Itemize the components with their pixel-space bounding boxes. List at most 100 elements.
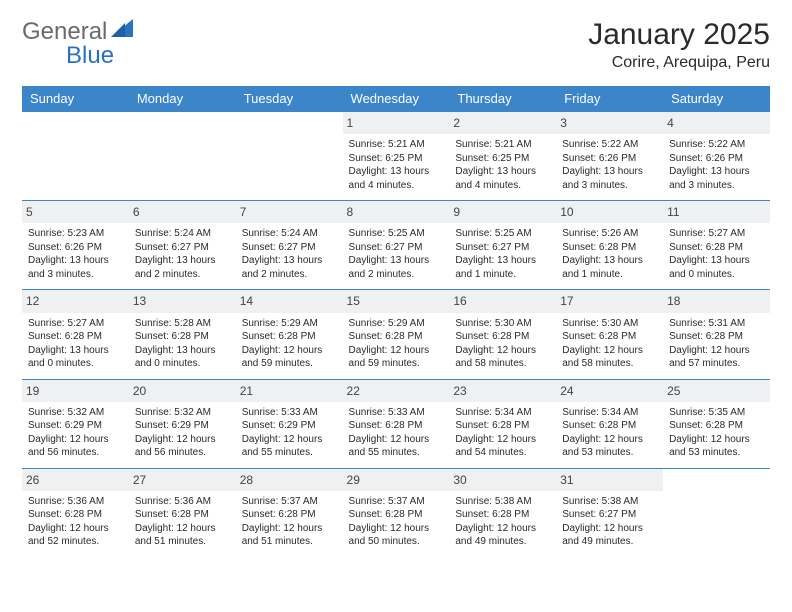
day-number: 4 bbox=[663, 112, 770, 134]
cell-text: Sunset: 6:28 PM bbox=[669, 241, 764, 255]
cell-text: and 51 minutes. bbox=[135, 535, 230, 549]
cell-text: Daylight: 13 hours bbox=[349, 254, 444, 268]
cell-text: Daylight: 13 hours bbox=[562, 254, 657, 268]
cell-text: Sunrise: 5:25 AM bbox=[349, 227, 444, 241]
calendar-cell: 19Sunrise: 5:32 AMSunset: 6:29 PMDayligh… bbox=[22, 379, 129, 468]
calendar-cell: 11Sunrise: 5:27 AMSunset: 6:28 PMDayligh… bbox=[663, 201, 770, 290]
cell-text: Sunrise: 5:35 AM bbox=[669, 406, 764, 420]
cell-text: Sunset: 6:26 PM bbox=[669, 152, 764, 166]
cell-text: Daylight: 13 hours bbox=[28, 254, 123, 268]
cell-text: Daylight: 13 hours bbox=[669, 254, 764, 268]
cell-text: Daylight: 13 hours bbox=[455, 165, 550, 179]
calendar-row: 12Sunrise: 5:27 AMSunset: 6:28 PMDayligh… bbox=[22, 290, 770, 379]
calendar-cell: 17Sunrise: 5:30 AMSunset: 6:28 PMDayligh… bbox=[556, 290, 663, 379]
day-header: Wednesday bbox=[343, 86, 450, 112]
cell-text: and 4 minutes. bbox=[349, 179, 444, 193]
day-number: 9 bbox=[449, 201, 556, 223]
cell-text: Sunset: 6:28 PM bbox=[242, 330, 337, 344]
cell-text: Sunrise: 5:29 AM bbox=[349, 317, 444, 331]
day-header: Saturday bbox=[663, 86, 770, 112]
cell-text: Daylight: 13 hours bbox=[242, 254, 337, 268]
cell-text: Sunrise: 5:36 AM bbox=[135, 495, 230, 509]
cell-text: Sunset: 6:26 PM bbox=[28, 241, 123, 255]
cell-text: Sunrise: 5:34 AM bbox=[562, 406, 657, 420]
calendar-table: SundayMondayTuesdayWednesdayThursdayFrid… bbox=[22, 86, 770, 557]
cell-text: Sunrise: 5:36 AM bbox=[28, 495, 123, 509]
cell-text: Daylight: 12 hours bbox=[455, 522, 550, 536]
cell-text: Sunset: 6:28 PM bbox=[28, 508, 123, 522]
cell-text: Sunrise: 5:25 AM bbox=[455, 227, 550, 241]
day-number bbox=[236, 112, 343, 134]
calendar-header-row: SundayMondayTuesdayWednesdayThursdayFrid… bbox=[22, 86, 770, 112]
day-number: 2 bbox=[449, 112, 556, 134]
day-number bbox=[22, 112, 129, 134]
calendar-cell: 18Sunrise: 5:31 AMSunset: 6:28 PMDayligh… bbox=[663, 290, 770, 379]
cell-text: and 2 minutes. bbox=[242, 268, 337, 282]
cell-text: and 3 minutes. bbox=[562, 179, 657, 193]
cell-text: and 49 minutes. bbox=[455, 535, 550, 549]
cell-text: Sunset: 6:28 PM bbox=[349, 330, 444, 344]
cell-text: Sunset: 6:27 PM bbox=[562, 508, 657, 522]
cell-text: Daylight: 12 hours bbox=[28, 433, 123, 447]
day-number: 22 bbox=[343, 380, 450, 402]
day-number: 20 bbox=[129, 380, 236, 402]
cell-text: and 49 minutes. bbox=[562, 535, 657, 549]
calendar-cell: 4Sunrise: 5:22 AMSunset: 6:26 PMDaylight… bbox=[663, 112, 770, 201]
day-number: 16 bbox=[449, 290, 556, 312]
calendar-cell: 1Sunrise: 5:21 AMSunset: 6:25 PMDaylight… bbox=[343, 112, 450, 201]
cell-text: Sunset: 6:29 PM bbox=[28, 419, 123, 433]
cell-text: and 1 minute. bbox=[562, 268, 657, 282]
cell-text: Daylight: 12 hours bbox=[562, 344, 657, 358]
cell-text: Sunset: 6:28 PM bbox=[669, 419, 764, 433]
cell-text: Daylight: 13 hours bbox=[135, 254, 230, 268]
cell-text: Sunrise: 5:21 AM bbox=[349, 138, 444, 152]
cell-text: Daylight: 12 hours bbox=[349, 344, 444, 358]
day-number: 26 bbox=[22, 469, 129, 491]
title-block: January 2025 Corire, Arequipa, Peru bbox=[588, 18, 770, 72]
cell-text: Sunrise: 5:32 AM bbox=[135, 406, 230, 420]
calendar-cell: 23Sunrise: 5:34 AMSunset: 6:28 PMDayligh… bbox=[449, 379, 556, 468]
cell-text: and 58 minutes. bbox=[562, 357, 657, 371]
cell-text: Sunrise: 5:24 AM bbox=[242, 227, 337, 241]
day-number: 15 bbox=[343, 290, 450, 312]
day-number: 23 bbox=[449, 380, 556, 402]
cell-text: Sunset: 6:29 PM bbox=[135, 419, 230, 433]
calendar-cell bbox=[129, 112, 236, 201]
day-number: 29 bbox=[343, 469, 450, 491]
cell-text: and 58 minutes. bbox=[455, 357, 550, 371]
day-number: 6 bbox=[129, 201, 236, 223]
day-number: 8 bbox=[343, 201, 450, 223]
calendar-cell: 5Sunrise: 5:23 AMSunset: 6:26 PMDaylight… bbox=[22, 201, 129, 290]
calendar-row: 19Sunrise: 5:32 AMSunset: 6:29 PMDayligh… bbox=[22, 379, 770, 468]
cell-text: Sunrise: 5:37 AM bbox=[242, 495, 337, 509]
cell-text: and 3 minutes. bbox=[28, 268, 123, 282]
calendar-cell: 13Sunrise: 5:28 AMSunset: 6:28 PMDayligh… bbox=[129, 290, 236, 379]
cell-text: Daylight: 13 hours bbox=[135, 344, 230, 358]
page-title: January 2025 bbox=[588, 18, 770, 52]
cell-text: and 56 minutes. bbox=[135, 446, 230, 460]
sail-icon bbox=[111, 18, 137, 46]
cell-text: and 53 minutes. bbox=[562, 446, 657, 460]
day-number: 27 bbox=[129, 469, 236, 491]
calendar-cell: 29Sunrise: 5:37 AMSunset: 6:28 PMDayligh… bbox=[343, 468, 450, 557]
cell-text: Sunset: 6:26 PM bbox=[562, 152, 657, 166]
cell-text: Sunrise: 5:23 AM bbox=[28, 227, 123, 241]
cell-text: Sunrise: 5:27 AM bbox=[28, 317, 123, 331]
cell-text: Sunrise: 5:29 AM bbox=[242, 317, 337, 331]
calendar-cell: 31Sunrise: 5:38 AMSunset: 6:27 PMDayligh… bbox=[556, 468, 663, 557]
cell-text: Sunset: 6:25 PM bbox=[455, 152, 550, 166]
cell-text: and 59 minutes. bbox=[349, 357, 444, 371]
cell-text: Sunset: 6:28 PM bbox=[349, 508, 444, 522]
cell-text: Sunrise: 5:22 AM bbox=[669, 138, 764, 152]
cell-text: Sunrise: 5:30 AM bbox=[455, 317, 550, 331]
cell-text: Sunset: 6:28 PM bbox=[562, 330, 657, 344]
calendar-cell: 22Sunrise: 5:33 AMSunset: 6:28 PMDayligh… bbox=[343, 379, 450, 468]
day-header: Monday bbox=[129, 86, 236, 112]
day-number: 7 bbox=[236, 201, 343, 223]
day-number: 18 bbox=[663, 290, 770, 312]
cell-text: Daylight: 12 hours bbox=[28, 522, 123, 536]
cell-text: Daylight: 13 hours bbox=[562, 165, 657, 179]
calendar-cell: 14Sunrise: 5:29 AMSunset: 6:28 PMDayligh… bbox=[236, 290, 343, 379]
cell-text: Sunrise: 5:28 AM bbox=[135, 317, 230, 331]
calendar-cell: 21Sunrise: 5:33 AMSunset: 6:29 PMDayligh… bbox=[236, 379, 343, 468]
